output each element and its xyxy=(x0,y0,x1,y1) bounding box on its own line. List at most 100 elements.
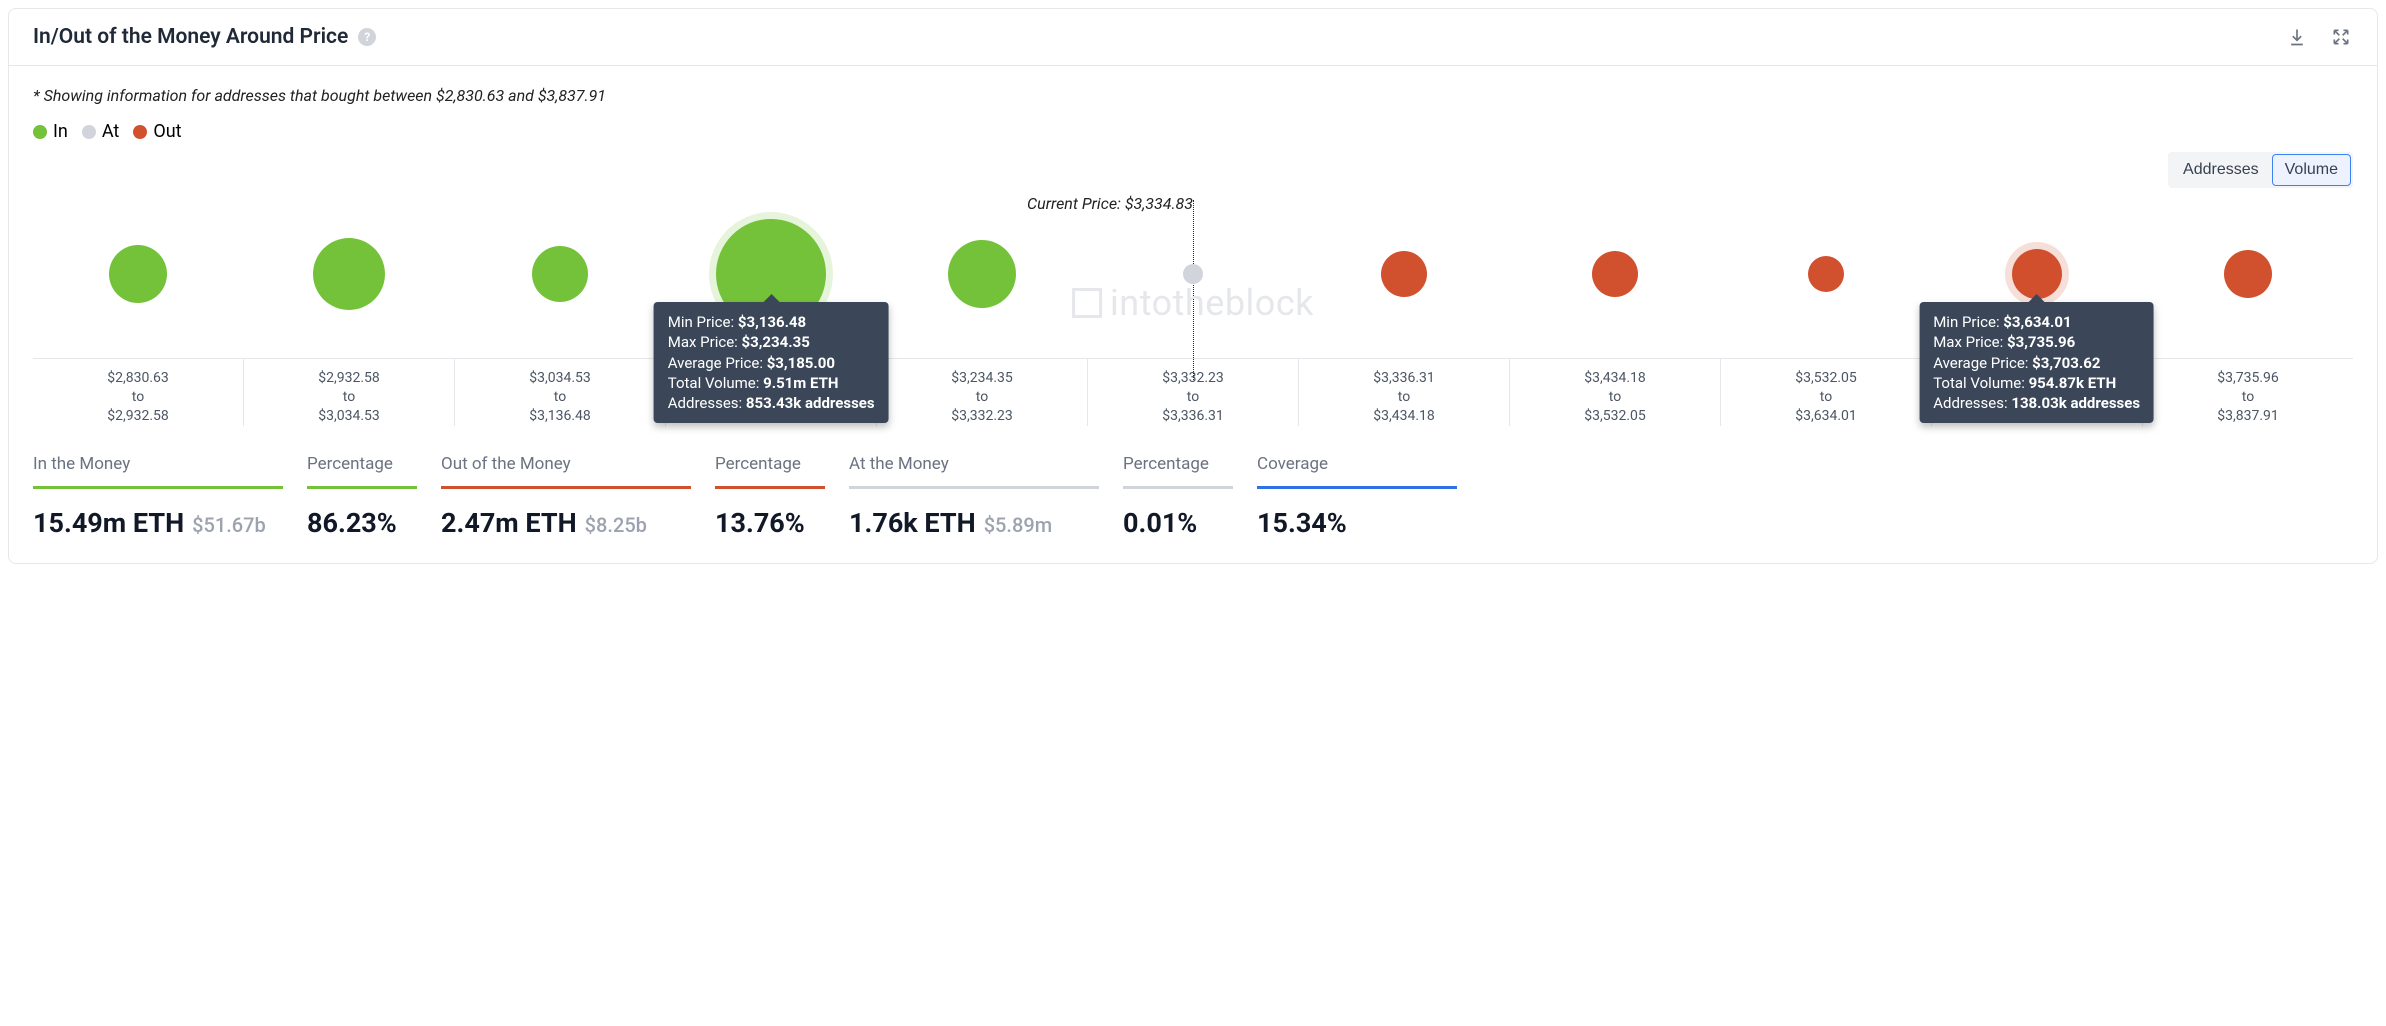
summary-value: 15.34% xyxy=(1257,495,1457,539)
bubble[interactable] xyxy=(2224,250,2272,298)
chart-area: Current Price: $3,334.83 intotheblock $2… xyxy=(33,194,2353,426)
summary-underline xyxy=(441,486,691,489)
summary-value: 15.49m ETH$51.67b xyxy=(33,495,283,539)
card-title: In/Out of the Money Around Price xyxy=(33,25,348,49)
toggle-volume[interactable]: Volume xyxy=(2272,154,2351,186)
title-wrap: In/Out of the Money Around Price ? xyxy=(33,25,376,49)
bubble[interactable] xyxy=(948,240,1016,308)
iomap-card: In/Out of the Money Around Price ? * Sho… xyxy=(8,8,2378,564)
summary-col: Percentage 0.01% xyxy=(1123,454,1233,539)
bubble-col[interactable] xyxy=(455,246,666,302)
summary-col: In the Money 15.49m ETH$51.67b xyxy=(33,454,283,539)
bubble[interactable] xyxy=(1381,251,1427,297)
tooltip-row: Addresses: 138.03k addresses xyxy=(1933,393,2140,413)
x-axis-tick: $2,830.63to$2,932.58 xyxy=(33,359,243,426)
bubble-col[interactable] xyxy=(33,245,244,303)
bubble-col[interactable] xyxy=(244,238,455,310)
tooltip: Min Price: $3,634.01Max Price: $3,735.96… xyxy=(1919,302,2154,423)
tooltip-row: Max Price: $3,735.96 xyxy=(1933,332,2140,352)
summary-value: 86.23% xyxy=(307,495,417,539)
x-axis-tick: $3,434.18to$3,532.05 xyxy=(1509,359,1720,426)
tooltip-row: Total Volume: 954.87k ETH xyxy=(1933,373,2140,393)
tooltip-row: Average Price: $3,703.62 xyxy=(1933,353,2140,373)
current-price-label: Current Price: $3,334.83 xyxy=(1027,194,1193,213)
summary-value: 1.76k ETH$5.89m xyxy=(849,495,1099,539)
range-note: * Showing information for addresses that… xyxy=(33,86,2353,105)
header-actions xyxy=(2285,25,2353,49)
help-icon[interactable]: ? xyxy=(358,28,376,46)
summary-underline xyxy=(1257,486,1457,489)
current-price-line xyxy=(1193,200,1194,380)
summary-subvalue: $8.25b xyxy=(585,513,647,537)
card-header: In/Out of the Money Around Price ? xyxy=(9,9,2377,66)
legend-in: In xyxy=(33,121,68,142)
bubble[interactable] xyxy=(1592,251,1638,297)
bubble-col[interactable] xyxy=(1298,251,1509,297)
bubble-col[interactable] xyxy=(1509,251,1720,297)
x-axis-tick: $3,735.96to$3,837.91 xyxy=(2142,359,2353,426)
legend-at: At xyxy=(82,121,119,142)
legend: In At Out xyxy=(33,121,2353,142)
summary-value: 0.01% xyxy=(1123,495,1233,539)
legend-label-at: At xyxy=(102,121,119,142)
expand-button[interactable] xyxy=(2329,25,2353,49)
summary-label: In the Money xyxy=(33,454,283,480)
summary-col: Out of the Money 2.47m ETH$8.25b xyxy=(441,454,691,539)
bubble-col[interactable] xyxy=(1088,264,1299,284)
summary-label: Out of the Money xyxy=(441,454,691,480)
legend-dot-out xyxy=(133,125,147,139)
bubble-col[interactable] xyxy=(1720,256,1931,292)
summary-subvalue: $51.67b xyxy=(192,513,266,537)
bubble[interactable] xyxy=(532,246,588,302)
summary-label: Coverage xyxy=(1257,454,1457,480)
summary-label: Percentage xyxy=(715,454,825,480)
tooltip-row: Average Price: $3,185.00 xyxy=(668,353,875,373)
legend-label-in: In xyxy=(53,121,68,142)
summary-underline xyxy=(33,486,283,489)
tooltip-row: Min Price: $3,136.48 xyxy=(668,312,875,332)
toggle-group: Addresses Volume xyxy=(2168,152,2353,188)
summary-label: At the Money xyxy=(849,454,1099,480)
tooltip-row: Max Price: $3,234.35 xyxy=(668,332,875,352)
tooltip-row: Min Price: $3,634.01 xyxy=(1933,312,2140,332)
summary-col: Percentage 86.23% xyxy=(307,454,417,539)
summary-row: In the Money 15.49m ETH$51.67b Percentage 8… xyxy=(33,454,2353,539)
summary-label: Percentage xyxy=(1123,454,1233,480)
expand-icon xyxy=(2331,27,2351,47)
bubble[interactable] xyxy=(109,245,167,303)
summary-underline xyxy=(307,486,417,489)
download-button[interactable] xyxy=(2285,25,2309,49)
toggle-row: Addresses Volume xyxy=(33,152,2353,188)
x-axis-tick: $3,336.31to$3,434.18 xyxy=(1298,359,1509,426)
summary-underline xyxy=(715,486,825,489)
tooltip-row: Total Volume: 9.51m ETH xyxy=(668,373,875,393)
summary-underline xyxy=(849,486,1099,489)
bubble-col[interactable] xyxy=(2142,250,2353,298)
toggle-addresses[interactable]: Addresses xyxy=(2170,154,2272,186)
summary-underline xyxy=(1123,486,1233,489)
bubble-col[interactable] xyxy=(1931,249,2142,299)
card-body: * Showing information for addresses that… xyxy=(9,66,2377,563)
download-icon xyxy=(2287,27,2307,47)
tooltip-row: Addresses: 853.43k addresses xyxy=(668,393,875,413)
bubble[interactable] xyxy=(313,238,385,310)
bubble-col[interactable] xyxy=(877,240,1088,308)
summary-subvalue: $5.89m xyxy=(984,513,1052,537)
x-axis-tick: $2,932.58to$3,034.53 xyxy=(243,359,454,426)
summary-label: Percentage xyxy=(307,454,417,480)
x-axis-tick: $3,034.53to$3,136.48 xyxy=(454,359,665,426)
legend-out: Out xyxy=(133,121,181,142)
summary-col: Coverage 15.34% xyxy=(1257,454,1457,539)
tooltip: Min Price: $3,136.48Max Price: $3,234.35… xyxy=(654,302,889,423)
bubble[interactable] xyxy=(1183,264,1203,284)
legend-dot-in xyxy=(33,125,47,139)
x-axis-tick: $3,234.35to$3,332.23 xyxy=(876,359,1087,426)
x-axis-tick: $3,532.05to$3,634.01 xyxy=(1720,359,1931,426)
bubble[interactable] xyxy=(1808,256,1844,292)
summary-col: At the Money 1.76k ETH$5.89m xyxy=(849,454,1099,539)
summary-col: Percentage 13.76% xyxy=(715,454,825,539)
summary-value: 13.76% xyxy=(715,495,825,539)
legend-dot-at xyxy=(82,125,96,139)
legend-label-out: Out xyxy=(153,121,181,142)
summary-value: 2.47m ETH$8.25b xyxy=(441,495,691,539)
